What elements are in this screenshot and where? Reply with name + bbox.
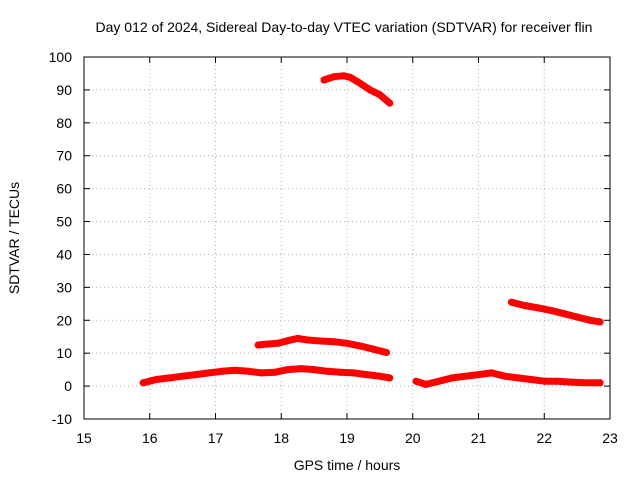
data-point — [330, 338, 338, 346]
data-point — [166, 374, 173, 382]
data-point — [560, 310, 568, 318]
data-point — [501, 372, 509, 380]
data-point — [586, 316, 594, 324]
data-point — [350, 369, 358, 377]
y-tick-label: 70 — [56, 148, 72, 164]
x-tick-label: 23 — [602, 430, 618, 446]
y-tick-label: 0 — [64, 378, 72, 394]
data-point — [323, 367, 331, 375]
data-point — [356, 342, 364, 350]
x-tick-label: 20 — [405, 430, 421, 446]
y-tick-label: 30 — [56, 279, 72, 295]
data-point — [271, 368, 279, 376]
y-axis-label: SDTVAR / TECUs — [6, 182, 22, 294]
data-point — [547, 306, 555, 314]
data-point — [152, 376, 160, 383]
y-tick-labels: -10 0 10 20 30 40 50 60 70 80 90 100 — [49, 49, 73, 427]
y-tick-label: 40 — [56, 246, 72, 262]
data-point — [540, 377, 548, 385]
data-point — [258, 369, 265, 377]
x-tick-labels: 15 16 17 18 19 20 21 22 23 — [76, 430, 618, 446]
x-tick-label: 17 — [208, 430, 224, 446]
axis-ticks — [83, 56, 611, 420]
data-point — [310, 366, 318, 374]
data-point — [297, 365, 305, 373]
data-point — [553, 377, 561, 385]
data-point — [356, 79, 364, 87]
data-point — [317, 337, 325, 345]
data-point — [231, 366, 239, 374]
data-point — [412, 377, 420, 385]
y-tick-label: 90 — [56, 82, 72, 98]
data-point — [284, 366, 292, 374]
x-tick-label: 15 — [76, 430, 92, 446]
data-point — [567, 378, 574, 386]
data-point — [346, 73, 354, 81]
data-point — [366, 86, 374, 94]
data-point — [488, 369, 496, 377]
y-tick-label: 20 — [56, 312, 72, 328]
x-tick-label: 22 — [536, 430, 552, 446]
data-point — [320, 76, 328, 84]
data-point — [580, 379, 588, 387]
data-point — [340, 72, 348, 80]
data-point — [376, 91, 384, 99]
data-point — [376, 372, 384, 380]
x-tick-label: 16 — [142, 430, 158, 446]
data-point — [336, 368, 344, 376]
data-point — [254, 341, 262, 349]
y-tick-label: -10 — [52, 411, 72, 427]
data-point — [244, 367, 252, 375]
data-point — [386, 374, 394, 382]
data-layer — [139, 72, 604, 388]
x-axis-label: GPS time / hours — [294, 457, 401, 473]
data-point — [192, 371, 200, 379]
data-point — [330, 73, 338, 81]
data-point — [448, 374, 456, 382]
data-point — [461, 372, 469, 380]
y-tick-label: 50 — [56, 214, 72, 230]
data-point — [139, 379, 147, 387]
data-point — [573, 313, 581, 321]
data-point — [475, 371, 482, 379]
data-point — [205, 369, 213, 377]
data-point — [294, 334, 302, 342]
data-point — [422, 380, 430, 388]
x-tick-label: 21 — [471, 430, 487, 446]
data-point — [369, 345, 377, 353]
x-tick-label: 18 — [273, 430, 289, 446]
data-point — [521, 302, 528, 309]
data-point — [383, 349, 390, 356]
data-point — [343, 339, 351, 347]
data-point — [264, 340, 272, 348]
data-point — [507, 298, 515, 306]
data-point — [363, 371, 371, 379]
y-tick-label: 60 — [56, 181, 72, 197]
y-tick-label: 10 — [56, 345, 72, 361]
y-tick-label: 80 — [56, 115, 72, 131]
data-point — [435, 377, 443, 385]
data-point — [218, 367, 226, 375]
data-point — [386, 99, 394, 107]
data-point — [527, 376, 535, 383]
x-tick-label: 19 — [339, 430, 355, 446]
data-point — [304, 336, 311, 344]
y-tick-label: 100 — [49, 49, 73, 65]
gridlines — [84, 57, 610, 419]
data-point — [274, 339, 282, 347]
chart-title: Day 012 of 2024, Sidereal Day-to-day VTE… — [96, 19, 593, 35]
data-point — [284, 337, 292, 345]
data-point — [179, 372, 187, 380]
data-point — [596, 379, 604, 387]
data-point — [514, 374, 522, 382]
data-point — [534, 304, 542, 312]
data-point — [596, 318, 604, 326]
